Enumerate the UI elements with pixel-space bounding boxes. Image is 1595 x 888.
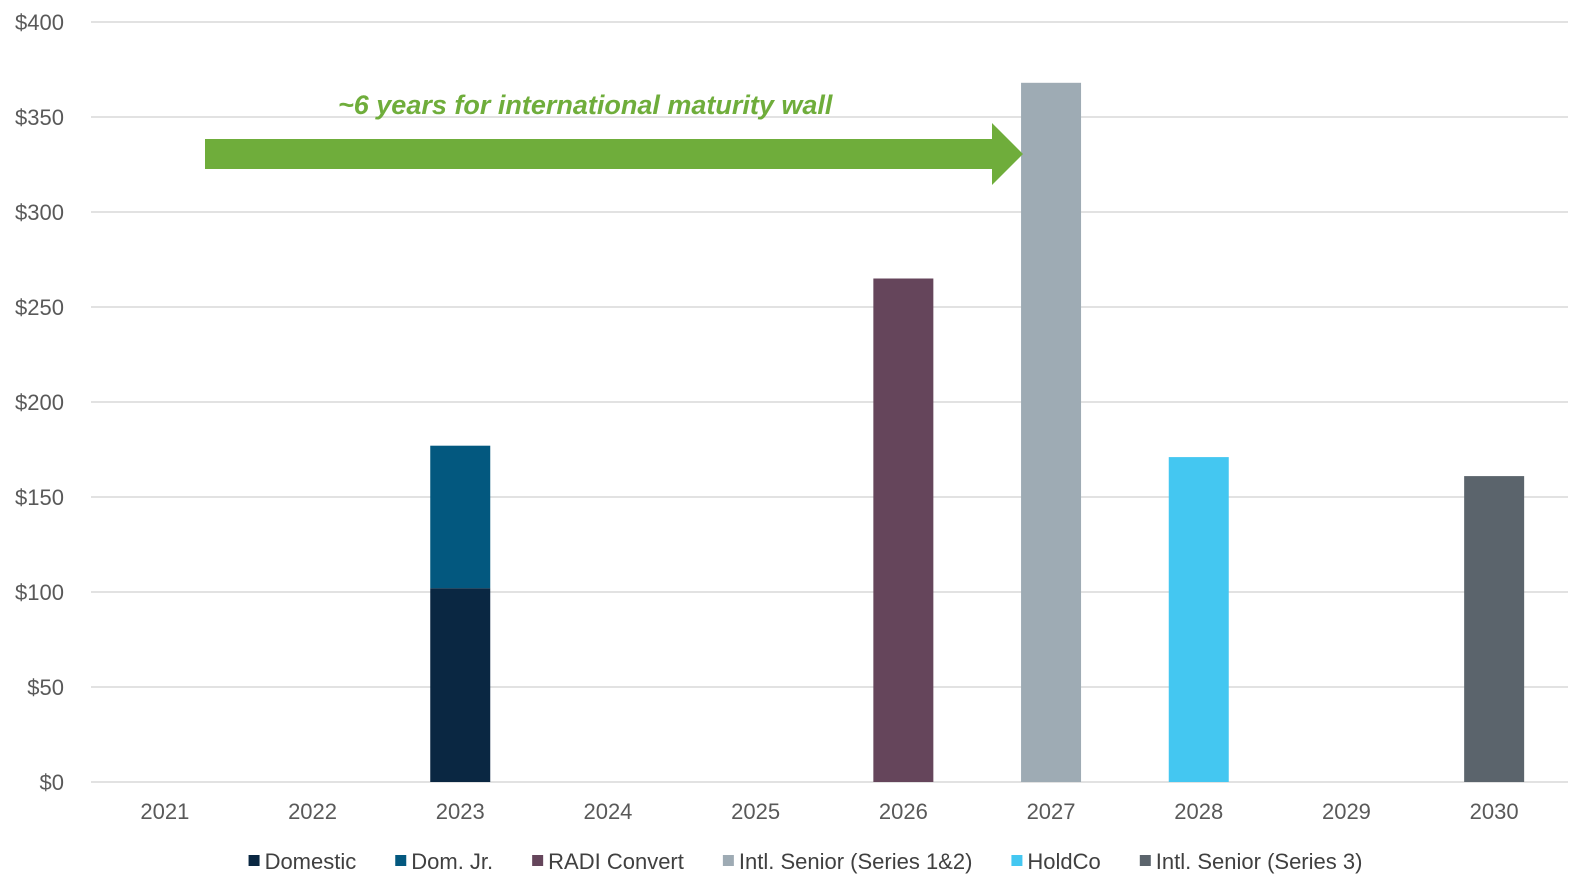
x-tick-label: 2026 [879,799,928,824]
y-tick-label: $200 [15,390,64,415]
bars [430,82,1525,783]
legend-label: Domestic [265,849,357,874]
legend-item: Intl. Senior (Series 3) [1139,849,1363,874]
legend-label: Dom. Jr. [411,849,493,874]
legend-label: Intl. Senior (Series 3) [1156,849,1363,874]
x-tick-label: 2023 [436,799,485,824]
y-tick-label: $150 [15,485,64,510]
annotation: ~6 years for international maturity wall [205,90,1023,185]
legend: Domestic Dom. Jr. RADI Convert Intl. Senior… [248,849,1363,874]
x-tick-label: 2030 [1470,799,1519,824]
bar-intl-senior-series-1-2-2027 [1021,82,1082,783]
legend-swatch [395,855,407,866]
x-tick-label: 2025 [731,799,780,824]
y-tick-label: $100 [15,580,64,605]
bar-domestic-2023 [430,588,491,782]
annotation-arrow [205,123,1023,185]
legend-item: HoldCo [1011,849,1101,874]
y-tick-label: $350 [15,105,64,130]
legend-label: RADI Convert [548,849,684,874]
bar-intl-senior-series-3-2030 [1464,476,1525,782]
gridlines [91,21,1568,783]
x-tick-label: 2021 [140,799,189,824]
y-axis-tick-labels: $0 $50 $100 $150 $200 $250 $300 $350 $400 [15,10,64,795]
bar-radi-convert-2026 [873,278,934,782]
y-tick-label: $300 [15,200,64,225]
legend-swatch [1011,855,1023,866]
x-tick-label: 2029 [1322,799,1371,824]
legend-swatch [722,855,734,866]
legend-swatch [532,855,544,866]
x-axis-tick-labels: 2021 2022 2023 2024 2025 2026 2027 2028 2029 2030 [140,799,1518,824]
x-tick-label: 2022 [288,799,337,824]
legend-label: HoldCo [1027,849,1100,874]
legend-item: Intl. Senior (Series 1&2) [722,849,973,874]
legend-item: Domestic [248,849,357,874]
legend-swatch [1139,855,1151,866]
y-tick-label: $50 [27,675,64,700]
annotation-text: ~6 years for international maturity wall [338,90,833,120]
legend-swatch [248,855,260,866]
x-tick-label: 2027 [1027,799,1076,824]
x-tick-label: 2028 [1174,799,1223,824]
legend-item: RADI Convert [532,849,684,874]
y-tick-label: $250 [15,295,64,320]
bar-holdco-2028 [1168,457,1229,782]
legend-label: Intl. Senior (Series 1&2) [739,849,973,874]
y-tick-label: $0 [40,770,64,795]
x-tick-label: 2024 [583,799,632,824]
legend-item: Dom. Jr. [395,849,493,874]
y-tick-label: $400 [15,10,64,35]
bar-dom-jr-2023 [430,445,491,589]
